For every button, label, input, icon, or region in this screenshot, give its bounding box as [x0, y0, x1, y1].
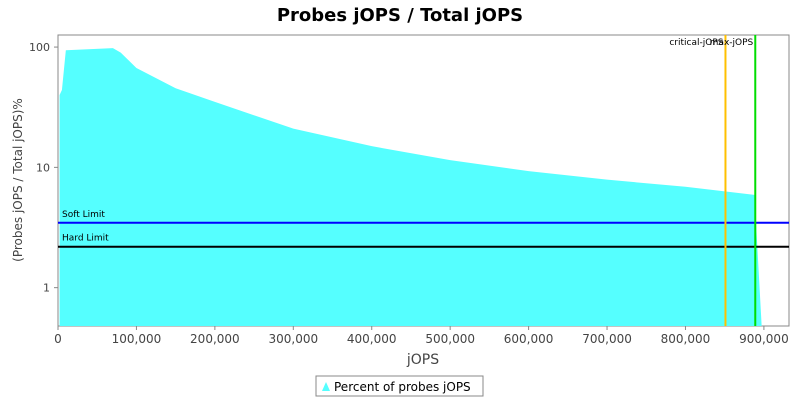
limit-label: Hard Limit: [62, 234, 109, 244]
marker-label: critical-jOPS: [669, 38, 723, 48]
y-axis-label: (Probes jOPS / Total jOPS)%: [11, 98, 25, 262]
legend-label: Percent of probes jOPS: [334, 380, 471, 394]
limit-label: Soft Limit: [62, 210, 105, 220]
x-axis-label: jOPS: [406, 352, 439, 368]
x-tick-label: 100,000: [112, 332, 162, 346]
x-tick-label: 500,000: [425, 332, 475, 346]
legend: Percent of probes jOPS: [315, 375, 484, 397]
x-tick-label: 600,000: [504, 332, 554, 346]
legend-box: [315, 375, 484, 397]
chart-title: Probes jOPS / Total jOPS: [277, 5, 523, 26]
legend-swatch: [322, 382, 330, 391]
y-tick-label: 100: [29, 41, 50, 54]
marker-label: max-jOPS: [710, 38, 754, 48]
x-tick-label: 400,000: [347, 332, 397, 346]
x-tick-label: 800,000: [661, 332, 711, 346]
x-tick-label: 0: [54, 332, 62, 346]
x-tick-label: 300,000: [268, 332, 318, 346]
x-tick-label: 200,000: [190, 332, 240, 346]
area: [59, 48, 762, 326]
x-tick-label: 700,000: [582, 332, 632, 346]
y-tick-label: 1: [43, 282, 50, 295]
x-tick-label: 900,000: [739, 332, 789, 346]
y-tick-label: 10: [36, 161, 50, 174]
